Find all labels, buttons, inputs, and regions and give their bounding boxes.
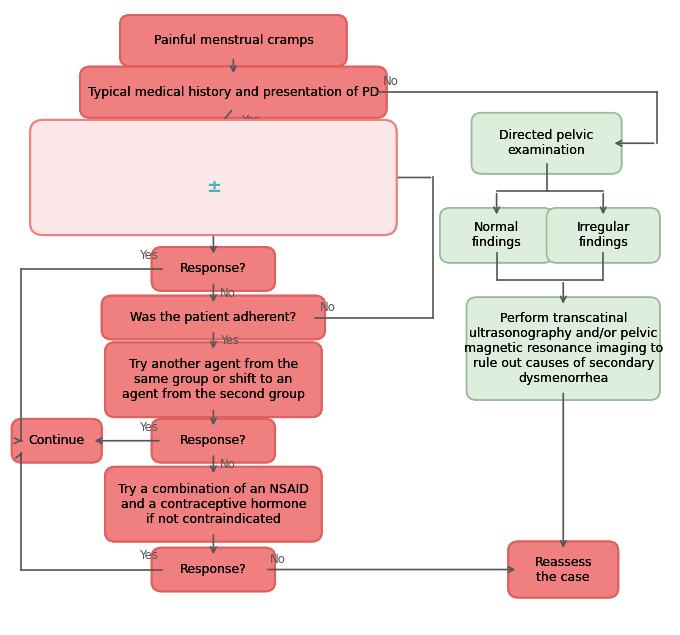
Text: Response?: Response? [180, 563, 247, 576]
Text: Normal
findings: Normal findings [472, 222, 522, 250]
Text: Response?: Response? [180, 434, 247, 447]
FancyBboxPatch shape [30, 120, 396, 235]
FancyBboxPatch shape [30, 120, 396, 235]
Text: Nonpharmacologic treatment: Nonpharmacologic treatment [121, 200, 305, 213]
FancyBboxPatch shape [102, 296, 325, 339]
Text: Irregular
findings: Irregular findings [577, 222, 630, 250]
FancyBboxPatch shape [508, 542, 618, 598]
Text: Yes: Yes [139, 549, 158, 563]
FancyBboxPatch shape [152, 419, 275, 462]
FancyBboxPatch shape [102, 296, 325, 339]
Text: Directed pelvic
examination: Directed pelvic examination [499, 130, 594, 157]
Text: Normal
findings: Normal findings [472, 222, 522, 250]
Text: No: No [384, 74, 399, 88]
FancyBboxPatch shape [440, 208, 554, 263]
Text: NSAIDs or contraceptive hormones based on patient
preferences, contraindications: NSAIDs or contraceptive hormones based o… [49, 142, 378, 170]
FancyBboxPatch shape [120, 15, 347, 66]
Text: Reassess
the case: Reassess the case [534, 556, 592, 584]
Text: Response?: Response? [180, 262, 247, 276]
FancyBboxPatch shape [472, 113, 622, 174]
FancyBboxPatch shape [152, 548, 275, 591]
FancyBboxPatch shape [54, 123, 373, 189]
FancyBboxPatch shape [54, 123, 373, 189]
Text: Directed pelvic
examination: Directed pelvic examination [499, 130, 594, 157]
FancyBboxPatch shape [105, 467, 322, 542]
Text: Was the patient adherent?: Was the patient adherent? [131, 311, 296, 324]
Text: No: No [220, 458, 236, 471]
FancyBboxPatch shape [508, 542, 618, 598]
Text: Irregular
findings: Irregular findings [577, 222, 630, 250]
Text: Painful menstrual cramps: Painful menstrual cramps [154, 34, 313, 47]
FancyBboxPatch shape [105, 467, 322, 542]
Text: ±: ± [206, 178, 221, 196]
Text: Try another agent from the
same group or shift to an
agent from the second group: Try another agent from the same group or… [122, 358, 305, 401]
Text: Perform transcatinal
ultrasonography and/or pelvic
magnetic resonance imaging to: Perform transcatinal ultrasonography and… [464, 312, 663, 385]
Text: NSAIDs or contraceptive hormones based on patient
preferences, contraindications: NSAIDs or contraceptive hormones based o… [49, 142, 378, 170]
FancyBboxPatch shape [152, 247, 275, 291]
Text: Continue: Continue [29, 434, 85, 447]
Text: Nonpharmacologic treatment: Nonpharmacologic treatment [121, 200, 305, 213]
Text: Continue: Continue [29, 434, 85, 447]
FancyBboxPatch shape [105, 342, 322, 417]
FancyBboxPatch shape [547, 208, 660, 263]
FancyBboxPatch shape [152, 419, 275, 462]
FancyBboxPatch shape [117, 185, 310, 229]
Text: Yes: Yes [241, 114, 260, 127]
Text: No: No [220, 287, 236, 300]
Text: Response?: Response? [180, 434, 247, 447]
Text: Response?: Response? [180, 262, 247, 276]
FancyBboxPatch shape [80, 67, 387, 117]
Text: Typical medical history and presentation of PD: Typical medical history and presentation… [88, 86, 379, 98]
FancyBboxPatch shape [12, 419, 102, 462]
Text: Response?: Response? [180, 563, 247, 576]
Text: Yes: Yes [220, 335, 239, 347]
Text: Try a combination of an NSAID
and a contraceptive hormone
if not contraindicated: Try a combination of an NSAID and a cont… [118, 483, 309, 526]
Text: Yes: Yes [139, 249, 158, 262]
Text: Painful menstrual cramps: Painful menstrual cramps [154, 34, 313, 47]
FancyBboxPatch shape [152, 247, 275, 291]
Text: Yes: Yes [139, 420, 158, 434]
Text: Try another agent from the
same group or shift to an
agent from the second group: Try another agent from the same group or… [122, 358, 305, 401]
FancyBboxPatch shape [547, 208, 660, 263]
FancyBboxPatch shape [440, 208, 554, 263]
FancyBboxPatch shape [466, 297, 660, 400]
FancyBboxPatch shape [120, 15, 347, 66]
FancyBboxPatch shape [117, 185, 310, 229]
Text: No: No [271, 553, 286, 566]
Text: Reassess
the case: Reassess the case [534, 556, 592, 584]
FancyBboxPatch shape [472, 113, 622, 174]
Text: No: No [320, 301, 336, 314]
Text: Perform transcatinal
ultrasonography and/or pelvic
magnetic resonance imaging to: Perform transcatinal ultrasonography and… [464, 312, 663, 385]
FancyBboxPatch shape [80, 67, 387, 117]
Text: Try a combination of an NSAID
and a contraceptive hormone
if not contraindicated: Try a combination of an NSAID and a cont… [118, 483, 309, 526]
FancyBboxPatch shape [152, 548, 275, 591]
Text: Was the patient adherent?: Was the patient adherent? [131, 311, 296, 324]
Text: Typical medical history and presentation of PD: Typical medical history and presentation… [88, 86, 379, 98]
FancyBboxPatch shape [12, 419, 102, 462]
Text: ±: ± [206, 178, 221, 196]
FancyBboxPatch shape [105, 342, 322, 417]
FancyBboxPatch shape [466, 297, 660, 400]
